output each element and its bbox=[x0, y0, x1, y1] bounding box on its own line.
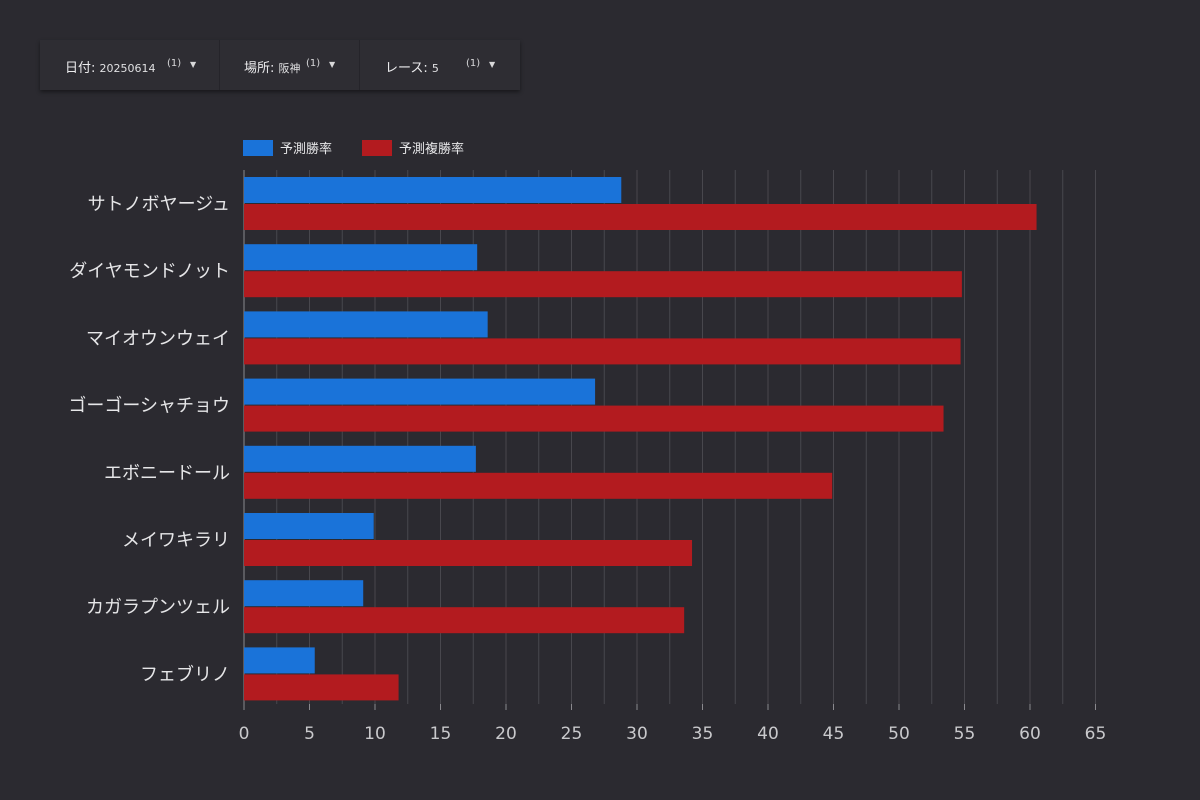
x-tick-label: 0 bbox=[239, 724, 250, 744]
x-tick-label: 40 bbox=[757, 724, 779, 744]
x-tick-label: 35 bbox=[692, 724, 714, 744]
category-label: エボニードール bbox=[104, 463, 230, 484]
venue-filter-control[interactable]: 場所: 阪神 (1) ▼ bbox=[220, 40, 360, 90]
bar-place[interactable] bbox=[244, 540, 693, 566]
bar-place[interactable] bbox=[244, 405, 944, 432]
category-label: フェブリノ bbox=[140, 663, 230, 685]
labels-layer: 0 5 10 15 20 25 30 35 40 45 50 55 60 65 サトノボヤージュダイヤモンド… bbox=[68, 194, 1106, 744]
category-label: マイオウンウェイ bbox=[86, 328, 230, 349]
bar-place[interactable] bbox=[244, 204, 1037, 230]
bar-win[interactable] bbox=[244, 580, 364, 607]
legend-label[interactable]: 予測複勝率 bbox=[399, 141, 464, 157]
bar-place[interactable] bbox=[244, 674, 399, 701]
category-label: メイワキラリ bbox=[122, 530, 230, 551]
bar-place[interactable] bbox=[244, 271, 962, 298]
venue-filter-label: 場所: 阪神 bbox=[244, 61, 301, 76]
chevron-down-icon: ▼ bbox=[190, 60, 197, 69]
bar-win[interactable] bbox=[244, 513, 374, 539]
category-label: カガラプンツェル bbox=[86, 597, 230, 618]
bar-win[interactable] bbox=[244, 244, 478, 271]
x-tick-label: 25 bbox=[561, 724, 583, 744]
legend-swatch[interactable] bbox=[362, 140, 392, 156]
chevron-down-icon: ▼ bbox=[329, 60, 336, 69]
bar-win[interactable] bbox=[244, 177, 622, 203]
bar-win[interactable] bbox=[244, 311, 488, 338]
bar-place[interactable] bbox=[244, 607, 685, 634]
x-tick-label: 15 bbox=[430, 724, 452, 744]
legend-label[interactable]: 予測勝率 bbox=[280, 141, 332, 157]
chart-legend[interactable]: 予測勝率 予測複勝率 bbox=[243, 140, 464, 157]
bar-place[interactable] bbox=[244, 472, 833, 499]
x-tick-label: 20 bbox=[495, 724, 517, 744]
x-tick-label: 5 bbox=[304, 724, 315, 744]
x-tick-label: 60 bbox=[1019, 724, 1041, 744]
race-filter-control[interactable]: レース: 5 (1) ▼ bbox=[360, 40, 520, 90]
x-tick-label: 65 bbox=[1085, 724, 1107, 744]
bar-win[interactable] bbox=[244, 378, 596, 405]
date-filter-count: (1) bbox=[167, 58, 182, 69]
x-tick-label: 30 bbox=[626, 724, 648, 744]
category-label: ダイヤモンドノット bbox=[69, 261, 230, 282]
bars-layer bbox=[244, 177, 1037, 701]
x-tick-label: 45 bbox=[823, 724, 845, 744]
bar-win[interactable] bbox=[244, 647, 315, 674]
venue-filter-count: (1) bbox=[306, 58, 321, 69]
bar-place[interactable] bbox=[244, 338, 961, 365]
category-label: ゴーゴーシャチョウ bbox=[68, 396, 230, 417]
bar-win[interactable] bbox=[244, 445, 476, 472]
date-filter-control[interactable]: 日付: 20250614 (1) ▼ bbox=[40, 40, 220, 90]
chevron-down-icon: ▼ bbox=[489, 60, 496, 69]
x-tick-label: 55 bbox=[954, 724, 976, 744]
legend-swatch[interactable] bbox=[243, 140, 273, 156]
race-filter-count: (1) bbox=[466, 58, 481, 69]
category-label: サトノボヤージュ bbox=[88, 194, 230, 215]
x-tick-label: 10 bbox=[364, 724, 386, 744]
x-tick-label: 50 bbox=[888, 724, 910, 744]
date-filter-label: 日付: 20250614 bbox=[65, 61, 156, 76]
filter-bar: 日付: 20250614 (1) ▼ 場所: 阪神 (1) ▼ レース: 5 (… bbox=[40, 40, 520, 90]
race-filter-label: レース: 5 bbox=[385, 61, 439, 76]
